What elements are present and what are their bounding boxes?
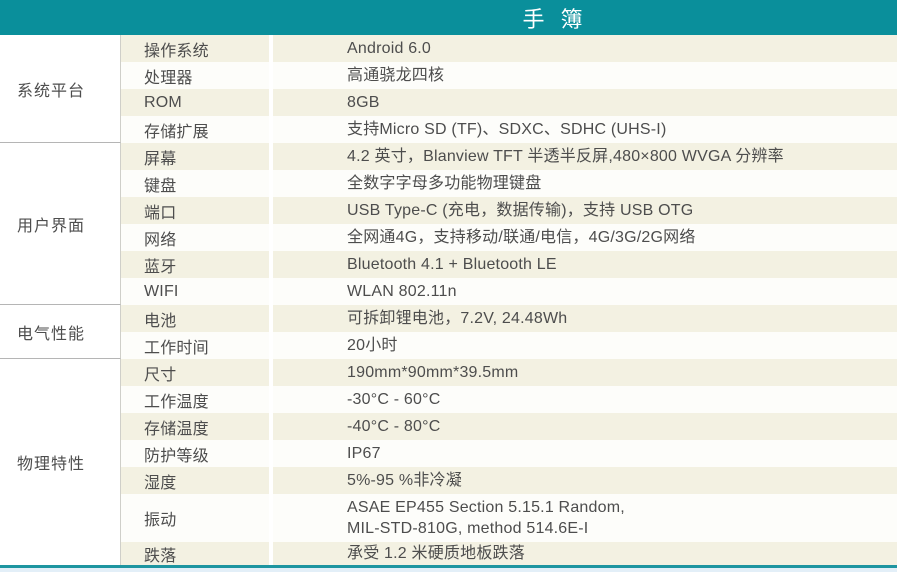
- spec-section: 电气性能 电池 可拆卸锂电池，7.2V, 24.48Wh 工作时间 20小时: [0, 305, 897, 359]
- row-label: 处理器: [121, 62, 273, 89]
- table-row: WIFI WLAN 802.11n: [121, 278, 897, 305]
- row-label: 屏幕: [121, 143, 273, 170]
- table-row: 跌落 承受 1.2 米硬质地板跌落: [121, 542, 897, 565]
- table-row: ROM 8GB: [121, 89, 897, 116]
- title-bar: 手 簿: [0, 0, 897, 35]
- row-value: 支持Micro SD (TF)、SDXC、SDHC (UHS-I): [347, 121, 667, 138]
- row-label: 振动: [121, 494, 273, 542]
- table-row: 电池 可拆卸锂电池，7.2V, 24.48Wh: [121, 305, 897, 332]
- row-value: USB Type-C (充电，数据传输)，支持 USB OTG: [347, 202, 694, 219]
- row-value: 8GB: [347, 94, 380, 111]
- row-label: 工作时间: [121, 332, 273, 359]
- table-row: 屏幕 4.2 英寸，Blanview TFT 半透半反屏,480×800 WVG…: [121, 143, 897, 170]
- row-value: ASAE EP455 Section 5.15.1 Random, MIL-ST…: [347, 499, 625, 537]
- row-label: 湿度: [121, 467, 273, 494]
- row-value: 全数字字母多功能物理键盘: [347, 175, 542, 192]
- row-value: 190mm*90mm*39.5mm: [347, 364, 519, 381]
- row-value: 5%-95 %非冷凝: [347, 472, 462, 489]
- table-row: 存储温度 -40°C - 80°C: [121, 413, 897, 440]
- section-rows: 尺寸 190mm*90mm*39.5mm 工作温度 -30°C - 60°C 存…: [121, 359, 897, 565]
- table-row: 键盘 全数字字母多功能物理键盘: [121, 170, 897, 197]
- row-value: WLAN 802.11n: [347, 283, 457, 300]
- row-label: 存储扩展: [121, 116, 273, 143]
- row-label: 尺寸: [121, 359, 273, 386]
- spec-section: 用户界面 屏幕 4.2 英寸，Blanview TFT 半透半反屏,480×80…: [0, 143, 897, 305]
- row-value: -30°C - 60°C: [347, 391, 441, 408]
- spec-section: 系统平台 操作系统 Android 6.0 处理器 高通骁龙四核 ROM 8GB…: [0, 35, 897, 143]
- table-row: 处理器 高通骁龙四核: [121, 62, 897, 89]
- section-rows: 操作系统 Android 6.0 处理器 高通骁龙四核 ROM 8GB 存储扩展…: [121, 35, 897, 143]
- table-row: 工作温度 -30°C - 60°C: [121, 386, 897, 413]
- bottom-border-line: [0, 565, 897, 568]
- section-rows: 电池 可拆卸锂电池，7.2V, 24.48Wh 工作时间 20小时: [121, 305, 897, 359]
- row-value: 高通骁龙四核: [347, 67, 445, 84]
- row-value: Android 6.0: [347, 40, 432, 57]
- row-value: -40°C - 80°C: [347, 418, 441, 435]
- bottom-page-edge: [0, 568, 897, 572]
- row-label: 操作系统: [121, 35, 273, 62]
- row-value: IP67: [347, 445, 381, 462]
- table-row: 振动 ASAE EP455 Section 5.15.1 Random, MIL…: [121, 494, 897, 542]
- row-label: 跌落: [121, 542, 273, 565]
- section-rows: 屏幕 4.2 英寸，Blanview TFT 半透半反屏,480×800 WVG…: [121, 143, 897, 305]
- section-category: 物理特性: [0, 359, 121, 565]
- table-row: 端口 USB Type-C (充电，数据传输)，支持 USB OTG: [121, 197, 897, 224]
- row-value: 4.2 英寸，Blanview TFT 半透半反屏,480×800 WVGA 分…: [347, 148, 784, 165]
- row-label: 防护等级: [121, 440, 273, 467]
- row-value: 全网通4G，支持移动/联通/电信，4G/3G/2G网络: [347, 229, 696, 246]
- table-row: 防护等级 IP67: [121, 440, 897, 467]
- row-label: 网络: [121, 224, 273, 251]
- table-row: 操作系统 Android 6.0: [121, 35, 897, 62]
- section-category: 系统平台: [0, 35, 121, 143]
- table-row: 蓝牙 Bluetooth 4.1 + Bluetooth LE: [121, 251, 897, 278]
- section-category: 电气性能: [0, 305, 121, 359]
- row-value: 20小时: [347, 337, 398, 354]
- table-row: 尺寸 190mm*90mm*39.5mm: [121, 359, 897, 386]
- spec-table: 系统平台 操作系统 Android 6.0 处理器 高通骁龙四核 ROM 8GB…: [0, 35, 897, 565]
- row-label: ROM: [121, 89, 273, 116]
- row-label: 端口: [121, 197, 273, 224]
- row-value: 可拆卸锂电池，7.2V, 24.48Wh: [347, 310, 568, 327]
- row-value: 承受 1.2 米硬质地板跌落: [347, 545, 525, 562]
- table-row: 湿度 5%-95 %非冷凝: [121, 467, 897, 494]
- page-title: 手 簿: [522, 6, 588, 32]
- spec-section: 物理特性 尺寸 190mm*90mm*39.5mm 工作温度 -30°C - 6…: [0, 359, 897, 565]
- row-value: Bluetooth 4.1 + Bluetooth LE: [347, 256, 557, 273]
- row-label: 蓝牙: [121, 251, 273, 278]
- table-row: 网络 全网通4G，支持移动/联通/电信，4G/3G/2G网络: [121, 224, 897, 251]
- table-row: 工作时间 20小时: [121, 332, 897, 359]
- row-label: 工作温度: [121, 386, 273, 413]
- row-label: WIFI: [121, 278, 273, 305]
- row-label: 存储温度: [121, 413, 273, 440]
- row-label: 电池: [121, 305, 273, 332]
- table-row: 存储扩展 支持Micro SD (TF)、SDXC、SDHC (UHS-I): [121, 116, 897, 143]
- row-label: 键盘: [121, 170, 273, 197]
- section-category: 用户界面: [0, 143, 121, 305]
